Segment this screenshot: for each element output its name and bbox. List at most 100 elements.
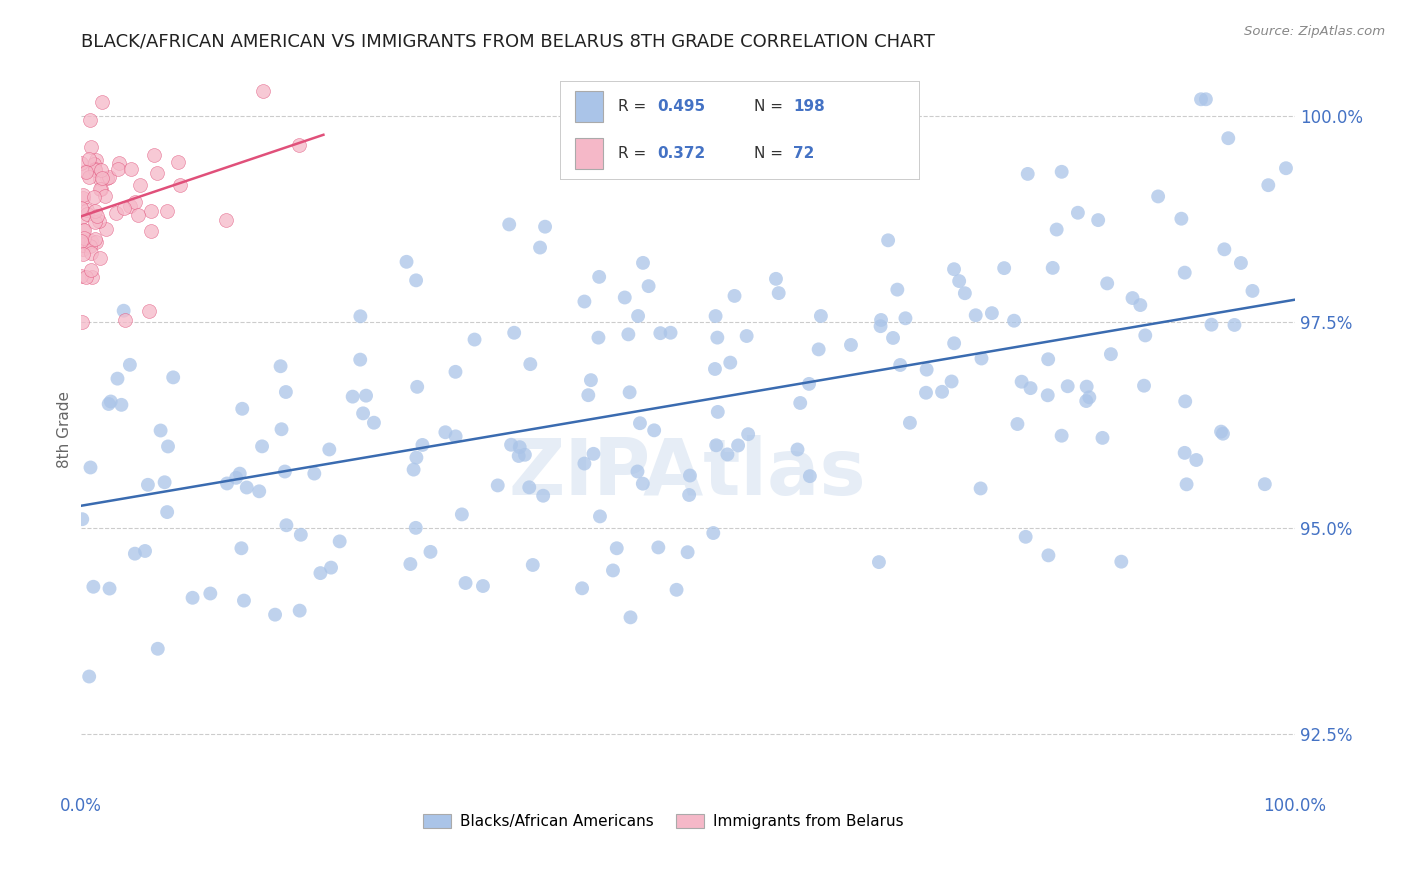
Point xyxy=(1275,161,1298,176)
Point xyxy=(146,641,169,656)
Point xyxy=(83,232,105,246)
Point xyxy=(574,294,596,309)
Point xyxy=(509,440,531,454)
Point xyxy=(588,331,610,345)
Point xyxy=(139,224,162,238)
Point xyxy=(79,140,101,154)
Point xyxy=(1014,530,1036,544)
Point xyxy=(619,385,641,400)
Point xyxy=(405,273,427,287)
Point xyxy=(104,206,127,220)
Point xyxy=(1241,284,1264,298)
Point xyxy=(112,303,135,318)
Point xyxy=(434,425,457,440)
Point xyxy=(83,190,105,204)
Point xyxy=(1087,213,1109,227)
Point xyxy=(120,161,142,176)
Point xyxy=(1195,92,1218,106)
Point xyxy=(870,313,893,327)
Point xyxy=(235,481,257,495)
Point xyxy=(576,388,599,402)
Point xyxy=(718,356,741,370)
Point xyxy=(1046,222,1069,236)
Point xyxy=(1011,375,1033,389)
Point xyxy=(953,286,976,301)
Point xyxy=(1038,352,1060,367)
Point xyxy=(318,442,340,457)
Point xyxy=(153,475,176,490)
Point xyxy=(156,505,179,519)
Point xyxy=(399,557,422,571)
Point xyxy=(72,188,94,202)
Point xyxy=(1189,92,1212,106)
Point xyxy=(70,234,93,248)
Point xyxy=(1135,328,1157,343)
Point xyxy=(90,162,112,177)
Point xyxy=(628,416,651,430)
Point xyxy=(1257,178,1279,193)
Point xyxy=(534,219,557,234)
Point xyxy=(1185,453,1208,467)
Point xyxy=(169,178,191,193)
Point xyxy=(877,233,900,247)
Point xyxy=(86,209,108,223)
Point xyxy=(288,138,311,153)
Point xyxy=(83,157,105,171)
Point xyxy=(797,376,820,391)
Point xyxy=(647,541,669,555)
Point xyxy=(252,84,274,98)
Point xyxy=(138,304,160,318)
Point xyxy=(886,283,908,297)
Point xyxy=(531,489,554,503)
Point xyxy=(98,582,121,596)
Point xyxy=(626,465,648,479)
Point xyxy=(70,211,93,225)
Point xyxy=(72,243,94,257)
Point xyxy=(1056,379,1078,393)
Point xyxy=(270,422,292,436)
Point xyxy=(73,234,96,248)
Point xyxy=(145,166,167,180)
Point xyxy=(157,440,180,454)
Point xyxy=(107,371,129,385)
Point xyxy=(704,362,727,376)
Point xyxy=(882,331,904,345)
Point xyxy=(1213,243,1236,257)
Point xyxy=(127,208,149,222)
Point xyxy=(136,478,159,492)
Point xyxy=(1133,378,1156,392)
Point xyxy=(706,330,728,344)
Point xyxy=(264,607,287,622)
Point xyxy=(606,541,628,556)
Point xyxy=(76,207,98,221)
Point xyxy=(1002,314,1025,328)
Point xyxy=(679,468,702,483)
Point xyxy=(702,526,724,541)
Point xyxy=(1254,477,1277,491)
Point xyxy=(1095,277,1118,291)
Point xyxy=(1091,431,1114,445)
Point xyxy=(405,450,427,465)
Point xyxy=(79,234,101,248)
Point xyxy=(1007,417,1029,431)
Point xyxy=(200,586,222,600)
Point xyxy=(637,279,659,293)
Point xyxy=(1174,266,1197,280)
Point xyxy=(1111,555,1133,569)
Point xyxy=(274,384,297,399)
Point xyxy=(1209,425,1232,439)
Point xyxy=(290,528,312,542)
Point xyxy=(363,416,385,430)
Point xyxy=(97,170,120,185)
Point xyxy=(231,401,253,416)
Point xyxy=(77,152,100,166)
Point xyxy=(79,239,101,253)
Point xyxy=(513,448,536,462)
Point xyxy=(579,373,602,387)
Point xyxy=(898,416,921,430)
Point xyxy=(471,579,494,593)
Point xyxy=(810,309,832,323)
Point xyxy=(517,480,540,494)
Point xyxy=(118,358,141,372)
Point xyxy=(87,214,110,228)
